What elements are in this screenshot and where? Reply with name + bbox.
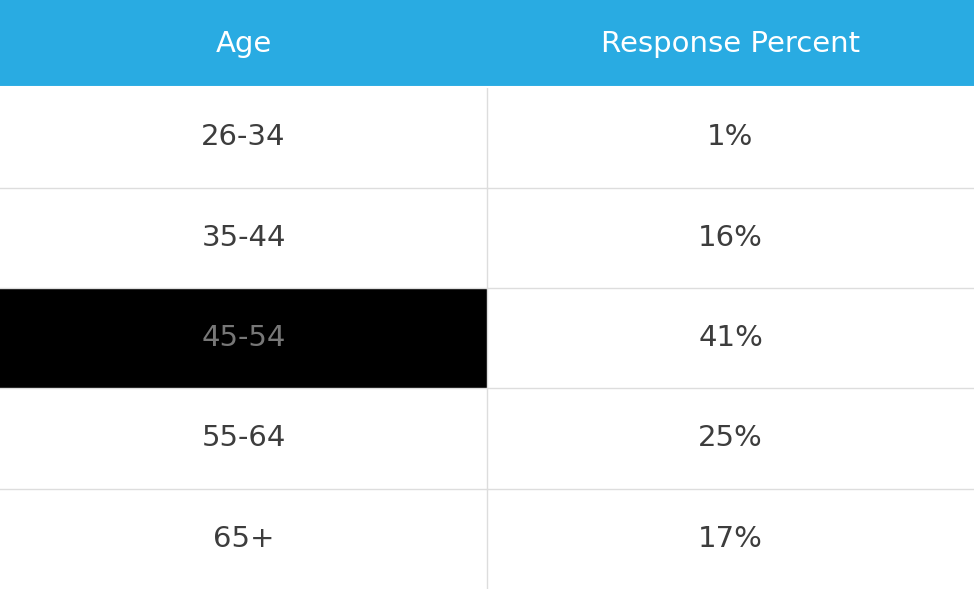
Bar [0, 0, 974, 87]
Text: 16%: 16% [698, 224, 763, 252]
Text: 45-54: 45-54 [202, 324, 285, 352]
Text: 25%: 25% [698, 425, 763, 452]
Bar [0, 489, 974, 589]
Bar [0, 87, 974, 187]
Text: Age: Age [215, 29, 272, 58]
Text: 41%: 41% [698, 324, 763, 352]
Bar [487, 288, 974, 388]
Text: 35-44: 35-44 [202, 224, 285, 252]
Text: 26-34: 26-34 [202, 123, 285, 151]
Text: 17%: 17% [698, 525, 763, 553]
Bar [0, 388, 974, 489]
Text: 55-64: 55-64 [202, 425, 285, 452]
Text: Response Percent: Response Percent [601, 29, 860, 58]
Bar [0, 187, 974, 288]
Text: 65+: 65+ [212, 525, 275, 553]
Bar [0, 288, 487, 388]
Text: 1%: 1% [707, 123, 754, 151]
